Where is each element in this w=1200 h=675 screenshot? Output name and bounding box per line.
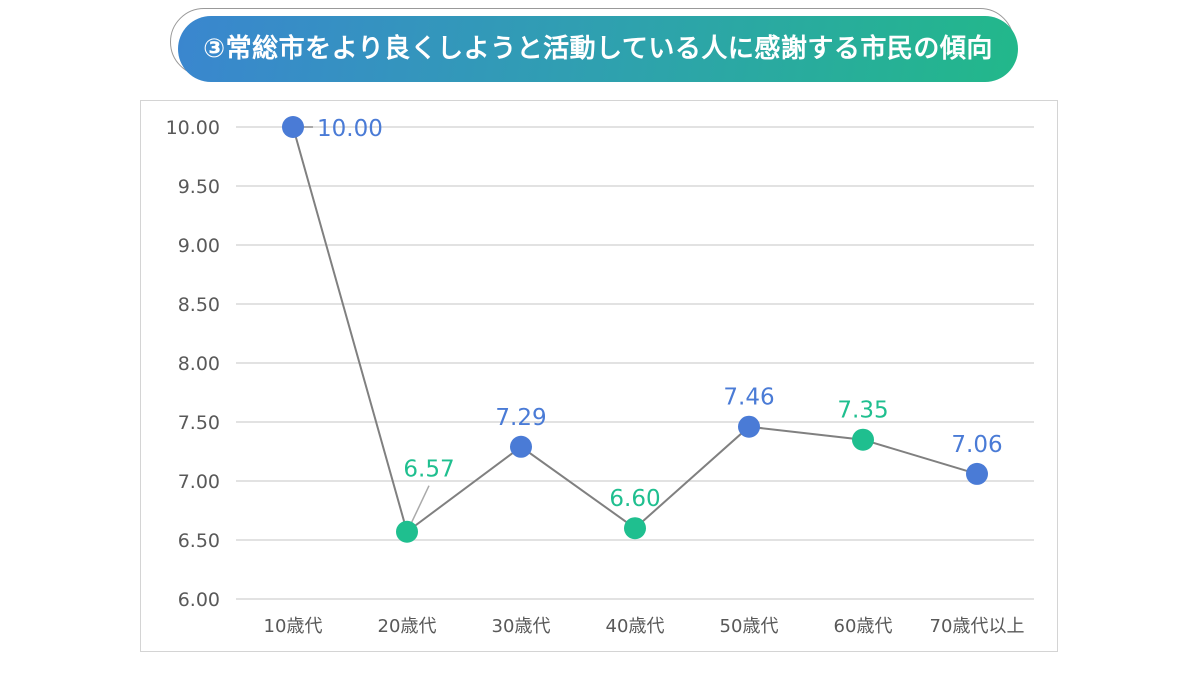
y-tick-label: 7.50 xyxy=(178,412,220,434)
y-tick-label: 8.50 xyxy=(178,294,220,316)
y-tick-label: 7.00 xyxy=(178,471,220,493)
x-tick-label: 50歳代 xyxy=(720,616,779,637)
y-tick-label: 6.00 xyxy=(178,589,220,611)
y-tick-label: 6.50 xyxy=(178,530,220,552)
data-label: 7.46 xyxy=(723,385,774,411)
chart-title: ③常総市をより良くしようと活動している人に感謝する市民の傾向 xyxy=(178,16,1018,82)
y-tick-label: 9.50 xyxy=(178,176,220,198)
y-tick-label: 10.00 xyxy=(166,117,220,139)
data-label: 10.00 xyxy=(317,116,383,142)
y-tick-label: 8.00 xyxy=(178,353,220,375)
x-tick-label: 20歳代 xyxy=(378,616,437,637)
data-point xyxy=(738,415,760,438)
data-label: 7.35 xyxy=(837,398,888,424)
x-tick-label: 60歳代 xyxy=(834,616,893,637)
x-tick-label: 70歳代以上 xyxy=(930,616,1025,637)
data-point xyxy=(852,428,874,451)
data-point xyxy=(282,116,304,138)
x-tick-label: 10歳代 xyxy=(264,616,323,637)
data-label: 7.29 xyxy=(495,405,546,431)
y-tick-label: 9.00 xyxy=(178,235,220,257)
data-point xyxy=(396,520,418,543)
leader-line xyxy=(410,485,430,525)
x-tick-label: 30歳代 xyxy=(492,616,551,637)
data-point xyxy=(510,435,532,458)
data-label: 6.57 xyxy=(403,457,454,483)
series-line xyxy=(292,126,978,534)
x-tick-label: 40歳代 xyxy=(606,616,665,637)
chart-frame xyxy=(140,100,1058,652)
data-label: 7.06 xyxy=(951,432,1002,458)
data-point xyxy=(966,462,988,485)
data-label: 6.60 xyxy=(609,486,660,512)
data-point xyxy=(624,517,646,540)
